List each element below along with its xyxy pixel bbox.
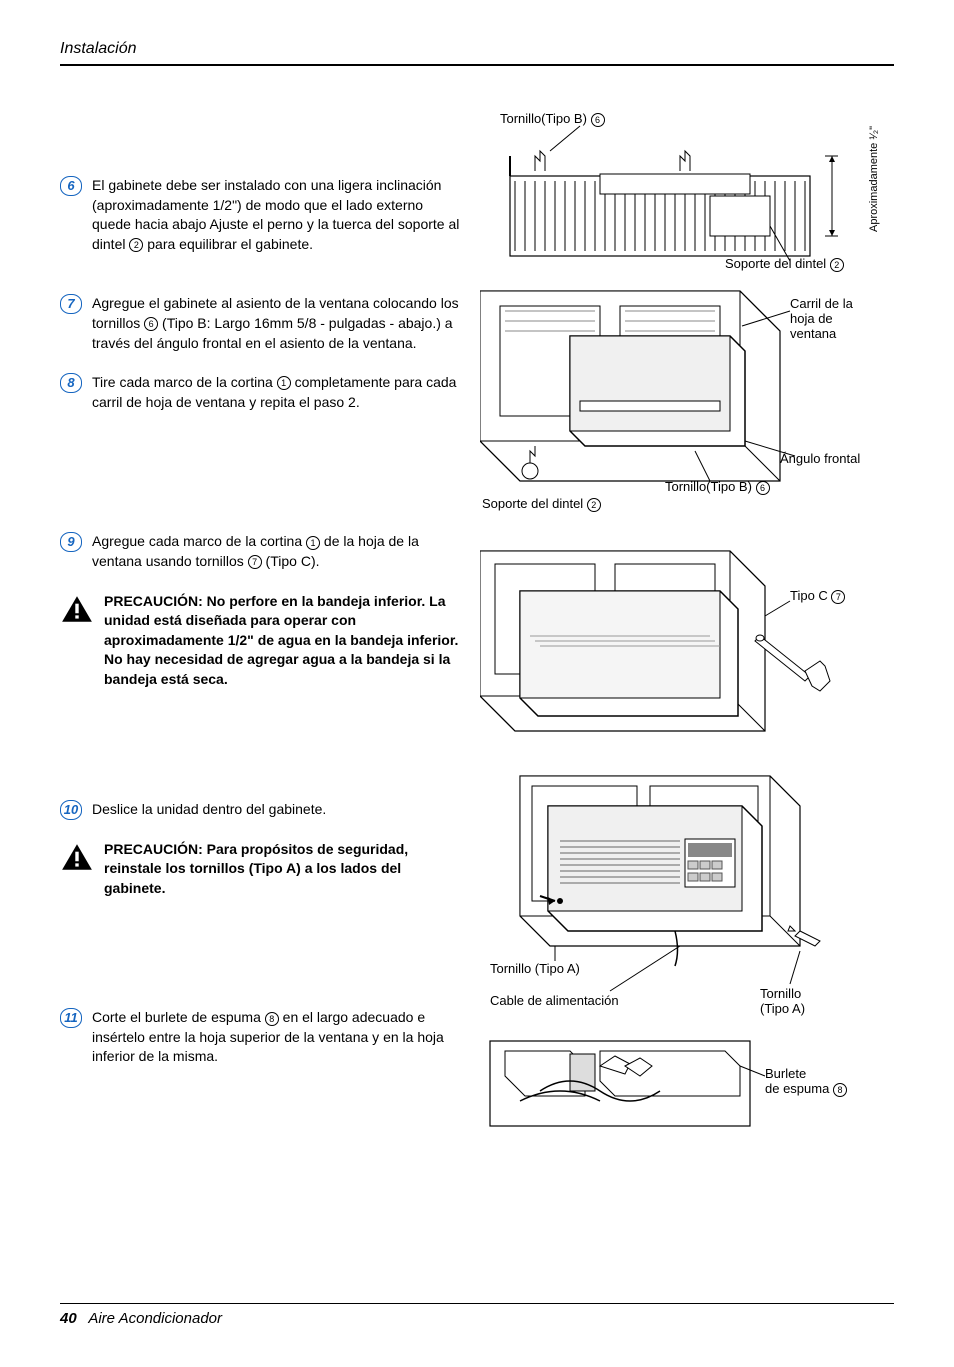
step-number-badge: 10 [60, 800, 82, 820]
label-screw-top: Tornillo(Tipo B) 6 [500, 111, 605, 127]
diagram-1-svg [480, 116, 860, 276]
label-support-2: Soporte del dintel 2 [482, 496, 601, 512]
diagram-3: Tipo C 7 [480, 546, 880, 746]
step-6: 6 El gabinete debe ser instalado con una… [60, 176, 460, 254]
right-column: Tornillo(Tipo B) 6 Aproximadamente ¹⁄₂" … [480, 116, 880, 1136]
step-text: El gabinete debe ser instalado con una l… [92, 176, 460, 254]
page-footer: 40 Aire Acondicionador [60, 1303, 894, 1327]
step-number-badge: 8 [60, 373, 82, 393]
step-text: Corte el burlete de espuma 8 en el largo… [92, 1008, 460, 1067]
diagram-4: Tornillo (Tipo A) Cable de alimentación … [480, 771, 880, 1021]
diagram-1: Tornillo(Tipo B) 6 Aproximadamente ¹⁄₂" … [480, 116, 880, 276]
label-rail: Carril de lahoja de ventana [790, 296, 880, 341]
ref-circle: 7 [248, 555, 262, 569]
page-number: 40 [60, 1310, 77, 1327]
label-support: Soporte del dintel 2 [725, 256, 844, 272]
step-text: Deslice la unidad dentro del gabinete. [92, 800, 326, 820]
ref-circle: 6 [144, 317, 158, 331]
step-7: 7 Agregue el gabinete al asiento de la v… [60, 294, 460, 353]
ref-circle: 1 [306, 536, 320, 550]
label-screw-b: Tornillo(Tipo B) 6 [665, 479, 770, 495]
step-number-badge: 9 [60, 532, 82, 552]
diagram-3-svg [480, 546, 880, 746]
label-angle: Ángulo frontal [780, 451, 860, 466]
label-foam: Burlete de espuma 8 [765, 1066, 847, 1097]
ref-circle: 1 [277, 376, 291, 390]
step-text: Agregue cada marco de la cortina 1 de la… [92, 532, 460, 571]
step-10: 10 Deslice la unidad dentro del gabinete… [60, 800, 460, 820]
step-text: Agregue el gabinete al asiento de la ven… [92, 294, 460, 353]
diagram-5: Burlete de espuma 8 [480, 1036, 880, 1136]
header-title: Instalación [60, 40, 137, 57]
diagram-2: Carril de lahoja de ventana Ángulo front… [480, 281, 880, 511]
label-type-c: Tipo C 7 [790, 588, 845, 604]
page-header: Instalación [60, 40, 894, 66]
left-column: 6 El gabinete debe ser instalado con una… [60, 116, 460, 1136]
footer-title: Aire Acondicionador [88, 1310, 222, 1327]
warning-icon [60, 594, 94, 690]
step-number-badge: 7 [60, 294, 82, 314]
step-8: 8 Tire cada marco de la cortina 1 comple… [60, 373, 460, 412]
step-number-badge: 11 [60, 1008, 82, 1028]
step-11: 11 Corte el burlete de espuma 8 en el la… [60, 1008, 460, 1067]
caution-text: PRECAUCIÓN: Para propósitos de seguridad… [104, 840, 460, 899]
step-number-badge: 6 [60, 176, 82, 196]
label-approx: Aproximadamente ¹⁄₂" [868, 126, 880, 232]
caution-block-1: PRECAUCIÓN: No perfore en la bandeja inf… [60, 592, 460, 690]
step-9: 9 Agregue cada marco de la cortina 1 de … [60, 532, 460, 571]
ref-circle: 8 [265, 1012, 279, 1026]
step-text: Tire cada marco de la cortina 1 completa… [92, 373, 460, 412]
warning-icon [60, 842, 94, 899]
caution-block-2: PRECAUCIÓN: Para propósitos de seguridad… [60, 840, 460, 899]
content-area: 6 El gabinete debe ser instalado con una… [60, 116, 894, 1136]
caution-text: PRECAUCIÓN: No perfore en la bandeja inf… [104, 592, 460, 690]
ref-circle: 2 [129, 238, 143, 252]
